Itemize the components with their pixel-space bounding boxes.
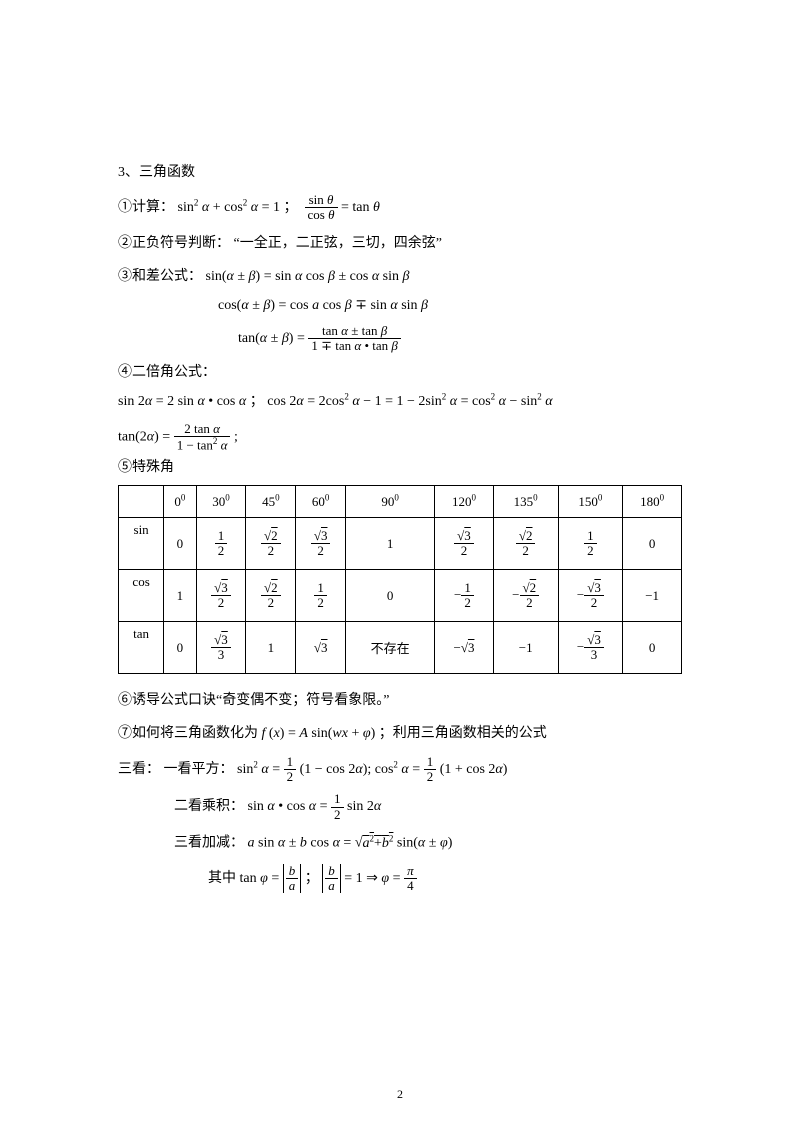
where-clause: 其中 tan φ = ba ； ba = 1 ⇒ φ = π4: [208, 864, 682, 894]
cell: 12: [296, 570, 346, 622]
special-angles-table: 00 300 450 600 900 1200 1350 1500 1800 s…: [118, 485, 682, 674]
th: 1800: [623, 486, 682, 518]
cell: 1: [164, 570, 196, 622]
cell: −√32: [558, 570, 623, 622]
cell: 0: [623, 518, 682, 570]
item-7-tail: ；利用三角函数相关的公式: [379, 726, 547, 741]
th: 450: [246, 486, 296, 518]
look-3-label: 三看加减：: [174, 836, 244, 851]
item-1-rhs: = tan θ: [341, 200, 380, 215]
item-1-fraction: sin θ cos θ: [305, 193, 338, 223]
item-4-tail: ;: [234, 430, 238, 445]
item-4-label: ④二倍角公式：: [118, 362, 682, 384]
th: 600: [296, 486, 346, 518]
look-2: 二看乘积： sin α • cos α = 12 sin 2α: [174, 792, 682, 822]
cell: 12: [196, 518, 246, 570]
th: 1500: [558, 486, 623, 518]
cell: −12: [435, 570, 494, 622]
section-header: 3、三角函数: [118, 160, 682, 185]
cell: √32: [435, 518, 494, 570]
item-1-formula-1: sin2 α + cos2 α = 1: [178, 200, 281, 215]
item-7: ⑦如何将三角函数化为 f (x) = A sin(wx + φ) ；利用三角函数…: [118, 721, 682, 746]
look-1: 三看： 一看平方： sin2 α = 12 (1 − cos 2α); cos2…: [118, 755, 682, 785]
item-6: ⑥诱导公式口诀“奇变偶不变；符号看象限。”: [118, 688, 682, 713]
item-1: ①计算： sin2 α + cos2 α = 1 ； sin θ cos θ =…: [118, 193, 682, 223]
cell: −√3: [435, 622, 494, 674]
item-3-label: ③和差公式：: [118, 269, 202, 284]
cell: 1: [346, 518, 435, 570]
cell: 1: [246, 622, 296, 674]
cell: √22: [246, 518, 296, 570]
item-7-label: ⑦如何将三角函数化为: [118, 726, 258, 741]
cell: −√22: [493, 570, 558, 622]
cell: 0: [164, 622, 196, 674]
item-2-text: “一全正，二正弦，三切，四余弦”: [234, 236, 442, 251]
table-header-row: 00 300 450 600 900 1200 1350 1500 1800: [119, 486, 682, 518]
row-label: tan: [119, 622, 164, 674]
cell: −1: [493, 622, 558, 674]
cell: 12: [558, 518, 623, 570]
cell: 0: [164, 518, 196, 570]
cell: √22: [246, 570, 296, 622]
table-row-sin: sin 0 12 √22 √32 1 √32 √22 12 0: [119, 518, 682, 570]
cell: √32: [196, 570, 246, 622]
item-3-f1: sin(α ± β) = sin α cos β ± cos α sin β: [206, 269, 410, 284]
table-row-tan: tan 0 √33 1 √3 不存在 −√3 −1 −√33 0: [119, 622, 682, 674]
cell: 不存在: [346, 622, 435, 674]
th-blank: [119, 486, 164, 518]
cell: √3: [296, 622, 346, 674]
row-label: cos: [119, 570, 164, 622]
item-5-label: ⑤特殊角: [118, 457, 682, 479]
th: 00: [164, 486, 196, 518]
item-4-f1: sin 2α = 2 sin α • cos α ； cos 2α = 2cos…: [118, 388, 682, 414]
cell: 0: [346, 570, 435, 622]
item-2-label: ②正负符号判断：: [118, 236, 230, 251]
item-3-f3: tan(α ± β) = tan α ± tan β 1 ∓ tan α • t…: [238, 324, 682, 354]
row-label: sin: [119, 518, 164, 570]
cell: −1: [623, 570, 682, 622]
cell: 0: [623, 622, 682, 674]
item-7-formula: f: [262, 726, 269, 741]
th: 300: [196, 486, 246, 518]
cell: √33: [196, 622, 246, 674]
look-3: 三看加减： a sin α ± b cos α = √a2+b2 sin(α ±…: [174, 830, 682, 856]
item-2: ②正负符号判断： “一全正，二正弦，三切，四余弦”: [118, 231, 682, 256]
cell: √22: [493, 518, 558, 570]
th: 900: [346, 486, 435, 518]
item-3-f2: cos(α ± β) = cos a cos β ∓ sin α sin β: [218, 297, 682, 314]
where-sep: ；: [305, 871, 323, 886]
look-label: 三看：: [118, 762, 160, 777]
th: 1200: [435, 486, 494, 518]
look-2-label: 二看乘积：: [174, 799, 244, 814]
look-1-label: 一看平方：: [164, 762, 234, 777]
where-label: 其中: [208, 871, 240, 886]
cell: −√33: [558, 622, 623, 674]
th: 1350: [493, 486, 558, 518]
item-1-label: ①计算：: [118, 200, 174, 215]
table-row-cos: cos 1 √32 √22 12 0 −12 −√22 −√32 −1: [119, 570, 682, 622]
item-4-f2: tan(2α) = 2 tan α 1 − tan2 α ;: [118, 422, 682, 453]
item-3: ③和差公式： sin(α ± β) = sin α cos β ± cos α …: [118, 264, 682, 289]
page-number: 2: [0, 1087, 800, 1102]
cell: √32: [296, 518, 346, 570]
